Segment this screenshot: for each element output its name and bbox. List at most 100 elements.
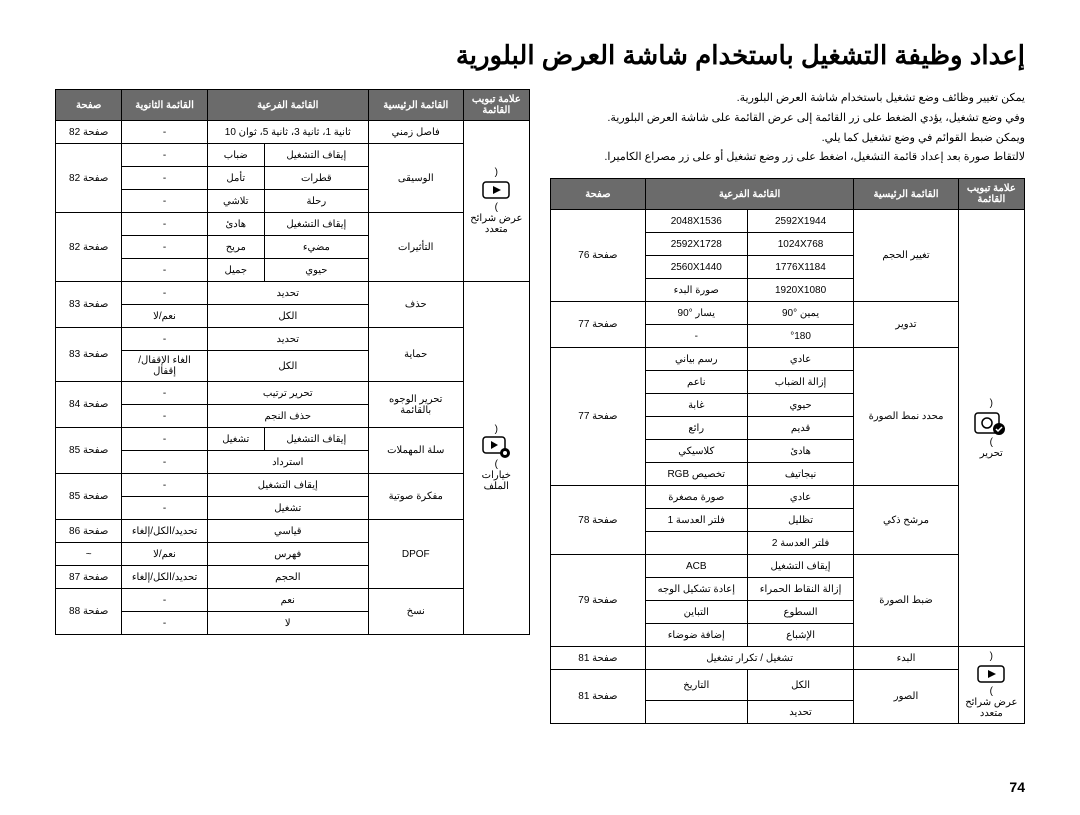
intro-line: وفي وضع تشغيل، يؤدي الضغط على زر القائمة… [550,109,1025,129]
menu-sub [645,701,747,724]
menu-main: الصور [854,670,958,724]
menu-sub: الكل [747,670,854,701]
menu-sub: مريح [207,236,264,259]
menu-sec: - [122,405,207,428]
menu-sub: إعادة تشكيل الوجه [645,578,747,601]
menu-sub: إضافة ضوضاء [645,624,747,647]
menu-sub: تشغيل [207,497,368,520]
menu-main: التأثيرات [368,213,463,282]
menu-sub: تخصيص RGB [645,463,747,486]
menu-sub: 2592X1944 [747,210,854,233]
page-ref: ~ [56,543,122,566]
menu-sub: إيقاف التشغيل [207,474,368,497]
page-ref: صفحة 77 [551,348,646,486]
menu-sub: ثانية 1، ثانية 3، ثانية 5، ثوان 10 [207,121,368,144]
page-ref: صفحة 86 [56,520,122,543]
menu-sub: الحجم [207,566,368,589]
page-ref: صفحة 84 [56,382,122,428]
menu-sub: تشغيل / تكرار تشغيل [645,647,854,670]
col-tab: علامة تبويب القائمة [463,90,529,121]
menu-sub: غابة [645,394,747,417]
menu-sec: - [122,428,207,451]
menu-sec: - [122,612,207,635]
page-ref: صفحة 81 [551,647,646,670]
menu-sub: تلاشي [207,190,264,213]
page-ref: صفحة 82 [56,144,122,213]
menu-sec: - [122,497,207,520]
menu-sub: ضباب [207,144,264,167]
menu-sec: - [122,282,207,305]
menu-sec: تحديد/الكل/إلغاء [122,566,207,589]
menu-sub: التاريخ [645,670,747,701]
menu-sub: يمين °90 [747,302,854,325]
menu-sub: تحرير ترتيب [207,382,368,405]
menu-sub: إيقاف التشغيل [264,428,368,451]
edit-icon: ( )تحرير [958,210,1024,647]
page-ref: صفحة 81 [551,670,646,724]
menu-sub: صورة مصغرة [645,486,747,509]
menu-sec: - [122,259,207,282]
menu-sec: - [122,213,207,236]
menu-sub [645,532,747,555]
menu-sub: رسم بياني [645,348,747,371]
intro-line: يمكن تغيير وظائف وضع تشغيل باستخدام شاشة… [550,89,1025,109]
menu-sub: جميل [207,259,264,282]
menu-main: البدء [854,647,958,670]
intro-line: ويمكن ضبط القوائم في وضع تشغيل كما يلي. [550,129,1025,149]
intro-line: لالتقاط صورة بعد إعداد قائمة التشغيل، اض… [550,148,1025,168]
menu-sub: عادي [747,486,854,509]
menu-sub: حذف النجم [207,405,368,428]
menu-sec: - [122,474,207,497]
menu-sub: فهرس [207,543,368,566]
menu-sub: 2048X1536 [645,210,747,233]
menu-main: DPOF [368,520,463,589]
menu-sec: تحديد/الكل/إلغاء [122,520,207,543]
menu-main: نسخ [368,589,463,635]
menu-sub: إيقاف التشغيل [747,555,854,578]
page-ref: صفحة 83 [56,282,122,328]
col-page: صفحة [551,179,646,210]
slideshow-icon: ( )عرض شرائح متعدد [463,121,529,282]
menu-sub: يسار °90 [645,302,747,325]
col-main: القائمة الرئيسية [368,90,463,121]
col-sub: القائمة الفرعية [207,90,368,121]
col-sec: القائمة الثانوية [122,90,207,121]
menu-sub: حيوي [747,394,854,417]
menu-sub: التباين [645,601,747,624]
file-options-icon: ( )خيارات الملف [463,282,529,635]
menu-sub: السطوع [747,601,854,624]
menu-sec: - [122,121,207,144]
menu-sub: تشغيل [207,428,264,451]
menu-main: تدوير [854,302,958,348]
menu-sub: قديم [747,417,854,440]
menu-sub: تأمل [207,167,264,190]
menu-sec: - [122,167,207,190]
menu-sub: 2592X1728 [645,233,747,256]
col-tab: علامة تبويب القائمة [958,179,1024,210]
menu-sec: - [122,144,207,167]
menu-sub: تحديد [207,328,368,351]
page-ref: صفحة 78 [551,486,646,555]
menu-sec: - [122,589,207,612]
page-number: 74 [1009,779,1025,795]
col-page: صفحة [56,90,122,121]
slideshow-icon: ( )عرض شرائح متعدد [958,647,1024,724]
page-ref: صفحة 85 [56,474,122,520]
menu-main: الوسيقى [368,144,463,213]
menu-sub: الإشباع [747,624,854,647]
menu-sub: تظليل [747,509,854,532]
menu-sub: إزالة الضباب [747,371,854,394]
menu-main: تحرير الوجوه بالقائمة [368,382,463,428]
page-ref: صفحة 82 [56,121,122,144]
page-ref: صفحة 83 [56,328,122,382]
page-ref: صفحة 87 [56,566,122,589]
menu-main: سلة المهملات [368,428,463,474]
menu-main: تغيير الحجم [854,210,958,302]
menu-sub: قطرات [264,167,368,190]
menu-sub: إزالة النقاط الحمراء [747,578,854,601]
page-ref: صفحة 79 [551,555,646,647]
menu-sub: ناعم [645,371,747,394]
menu-sub: قياسي [207,520,368,543]
menu-sub: الكل [207,305,368,328]
menu-sub: °180 [747,325,854,348]
